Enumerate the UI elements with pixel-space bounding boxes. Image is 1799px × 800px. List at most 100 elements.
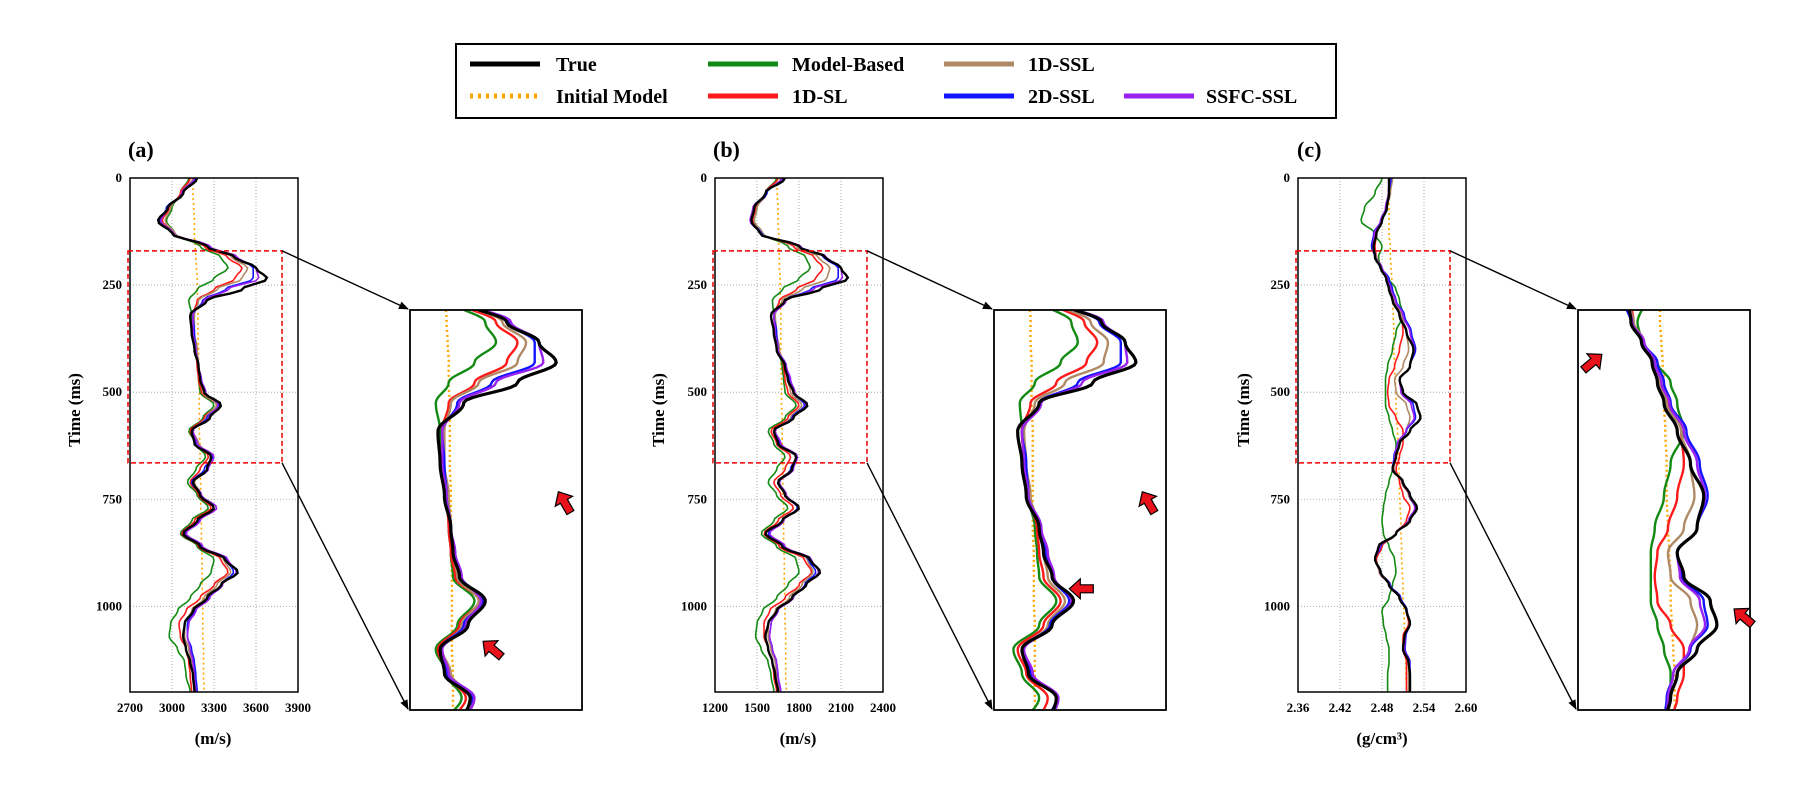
- legend-label-1d-ssl: 1D-SSL: [1028, 54, 1095, 76]
- legend-label-1d-sl: 1D-SL: [792, 86, 848, 108]
- y-tick-label: 0: [701, 170, 708, 185]
- x-tick-label: 3300: [201, 700, 227, 715]
- x-tick-label: 1500: [744, 700, 770, 715]
- plot-frame: [714, 177, 884, 693]
- red-arrow-icon: [1068, 577, 1094, 601]
- legend-label-initial-model: Initial Model: [556, 86, 668, 108]
- legend-entry-initial-model: Initial Model: [470, 86, 668, 108]
- legend-label-model-based: Model-Based: [792, 54, 904, 76]
- zoom-frame: [409, 309, 583, 711]
- series-true: [1627, 310, 1719, 710]
- series-1d-sl: [751, 178, 824, 692]
- series-true: [436, 310, 558, 710]
- legend-entry-1d-ssl: 1D-SSL: [944, 54, 1095, 76]
- red-arrow-icon: [1138, 491, 1159, 516]
- panel-c: (c) Time (ms) (g/cm³) 2.36 2.42 2.48 2.54 2.…: [1234, 137, 1756, 748]
- zoom-connector-arrow: [866, 250, 993, 310]
- legend: True Initial Model Model-Based 1D-SL 1D-…: [455, 43, 1337, 119]
- series-2d-ssl: [1625, 310, 1709, 710]
- panel-c-main-plot: 2.36 2.42 2.48 2.54 2.60 0 250 500 750 1000: [1264, 170, 1477, 715]
- x-tick-label: 1200: [702, 700, 728, 715]
- series-1d-ssl: [1372, 178, 1417, 692]
- y-tick-label: 1000: [96, 598, 122, 613]
- red-arrow-icon: [554, 491, 575, 516]
- panel-a-ylabel: Time (ms): [65, 373, 84, 447]
- y-tick-label: 0: [116, 170, 123, 185]
- x-tick-label: 2.48: [1371, 700, 1394, 715]
- series-model-based: [753, 178, 812, 692]
- series-initial-model: [444, 310, 455, 710]
- plot-frame: [1297, 177, 1467, 693]
- series-1d-ssl: [753, 178, 831, 692]
- zoom-connector-arrow: [281, 250, 409, 310]
- panel-a-label: (a): [128, 137, 154, 162]
- plot-frame: [129, 177, 299, 693]
- y-tick-label: 250: [688, 277, 708, 292]
- x-tick-label: 2100: [828, 700, 854, 715]
- series-true: [1372, 178, 1422, 692]
- panel-b-main-plot: 1200 1500 1800 2100 2400 0 250 500 750 1000: [681, 170, 896, 715]
- series-ssfc-ssl: [749, 178, 844, 692]
- panel-a-zoom-plot: [281, 250, 583, 711]
- x-tick-label: 2.36: [1287, 700, 1310, 715]
- zoom-connector-arrow: [866, 462, 993, 710]
- panel-b-xlabel: (m/s): [780, 729, 817, 748]
- y-tick-label: 250: [103, 277, 123, 292]
- y-tick-label: 750: [1271, 491, 1291, 506]
- zoom-frame: [993, 309, 1167, 711]
- legend-frame: [455, 43, 1337, 119]
- x-tick-label: 3600: [243, 700, 269, 715]
- x-tick-label: 3900: [285, 700, 311, 715]
- zoom-connector-arrow: [281, 462, 409, 710]
- zoom-connector-arrow: [1449, 250, 1577, 310]
- panel-c-ylabel: Time (ms): [1234, 373, 1253, 447]
- panel-a-main-plot: 2700 3000 3300 3600 3900 0 250 500 750 1000: [96, 170, 311, 715]
- panel-b: (b) Time (ms) (m/s) 1200 1500 1800 2100 2400…: [649, 137, 1167, 748]
- y-tick-label: 750: [688, 491, 708, 506]
- panel-c-label: (c): [1297, 137, 1321, 162]
- legend-entry-2d-ssl: 2D-SSL: [944, 86, 1095, 108]
- x-tick-label: 2700: [117, 700, 143, 715]
- x-tick-label: 2.54: [1413, 700, 1436, 715]
- legend-entry-true: True: [470, 54, 597, 76]
- series-true: [750, 178, 850, 692]
- x-tick-label: 1800: [786, 700, 812, 715]
- y-tick-label: 500: [688, 384, 708, 399]
- series-initial-model: [192, 178, 205, 692]
- series-model-based: [1360, 178, 1404, 692]
- y-tick-label: 0: [1284, 170, 1291, 185]
- panel-c-xlabel: (g/cm³): [1356, 729, 1407, 748]
- x-tick-label: 2.42: [1329, 700, 1352, 715]
- zoom-region-box: [712, 250, 868, 464]
- legend-entry-model-based: Model-Based: [708, 54, 904, 76]
- zoom-region-box: [127, 250, 283, 464]
- red-arrow-icon: [1579, 353, 1603, 374]
- zoom-region-box: [1295, 250, 1451, 464]
- series-true: [1016, 310, 1138, 710]
- zoom-frame: [1577, 309, 1751, 711]
- series-true: [156, 178, 269, 692]
- y-tick-label: 500: [103, 384, 123, 399]
- y-tick-label: 500: [1271, 384, 1291, 399]
- series-2d-ssl: [158, 178, 254, 692]
- series-2d-ssl: [1020, 310, 1122, 710]
- zoom-connector-arrow: [1449, 462, 1577, 710]
- y-tick-label: 1000: [681, 598, 707, 613]
- panel-c-zoom-plot: [1449, 250, 1756, 711]
- red-arrow-icon: [482, 640, 505, 661]
- y-tick-label: 1000: [1264, 598, 1290, 613]
- series-initial-model: [1388, 178, 1408, 692]
- panel-a: (a) Time (ms) (m/s) 2700 3000 3300 3600 3900…: [65, 137, 583, 748]
- series-initial-model: [775, 178, 788, 692]
- legend-entry-1d-sl: 1D-SL: [708, 86, 848, 108]
- x-tick-label: 2.60: [1455, 700, 1478, 715]
- panel-b-ylabel: Time (ms): [649, 373, 668, 447]
- legend-label-ssfc-ssl: SSFC-SSL: [1206, 86, 1297, 108]
- series-model-based: [1636, 310, 1685, 710]
- series-model-based: [165, 178, 229, 692]
- x-tick-label: 2400: [870, 700, 896, 715]
- legend-entry-ssfc-ssl: SSFC-SSL: [1124, 86, 1297, 108]
- red-arrow-icon: [1733, 607, 1756, 629]
- panel-b-label: (b): [713, 137, 740, 162]
